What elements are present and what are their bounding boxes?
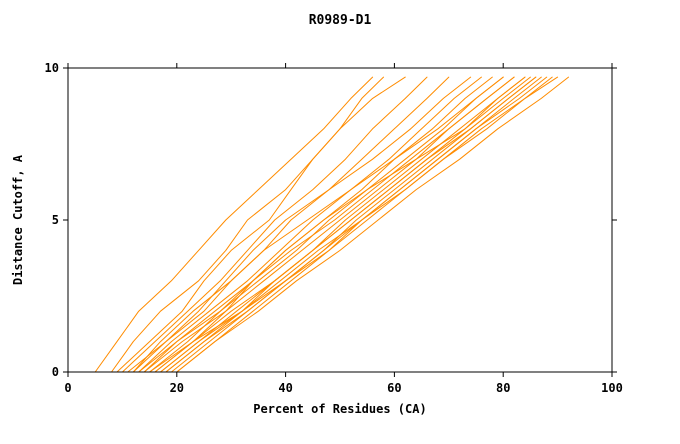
- ticks-group: [63, 63, 617, 377]
- series-line: [165, 76, 553, 373]
- chart-title: R0989-D1: [309, 13, 372, 28]
- series-line: [149, 76, 559, 373]
- series-line: [132, 76, 450, 373]
- series-line: [127, 76, 472, 373]
- series-line: [143, 76, 531, 373]
- y-tick-label: 10: [45, 61, 59, 75]
- x-axis-label: Percent of Residues (CA): [253, 402, 426, 416]
- x-tick-label: 40: [278, 381, 292, 395]
- series-line: [138, 76, 482, 373]
- series-line: [116, 76, 406, 373]
- series-line: [121, 76, 428, 373]
- series-line: [154, 76, 537, 373]
- series-line: [160, 76, 526, 373]
- y-axis-label: Distance Cutoff, A: [11, 154, 25, 285]
- series-line: [111, 76, 384, 373]
- y-tick-label: 5: [52, 213, 59, 227]
- series-line: [94, 76, 374, 373]
- series-line: [138, 76, 515, 373]
- series-group: [94, 76, 569, 373]
- x-tick-label: 20: [170, 381, 184, 395]
- series-line: [132, 76, 504, 373]
- x-tick-label: 0: [64, 381, 71, 395]
- y-tick-label: 0: [52, 365, 59, 379]
- tick-labels-group: 0 20 40 60 80 100 0 5 10: [45, 61, 623, 395]
- x-tick-label: 100: [601, 381, 623, 395]
- x-tick-label: 60: [387, 381, 401, 395]
- series-line: [149, 76, 504, 373]
- series-line: [176, 76, 569, 373]
- x-tick-label: 80: [496, 381, 510, 395]
